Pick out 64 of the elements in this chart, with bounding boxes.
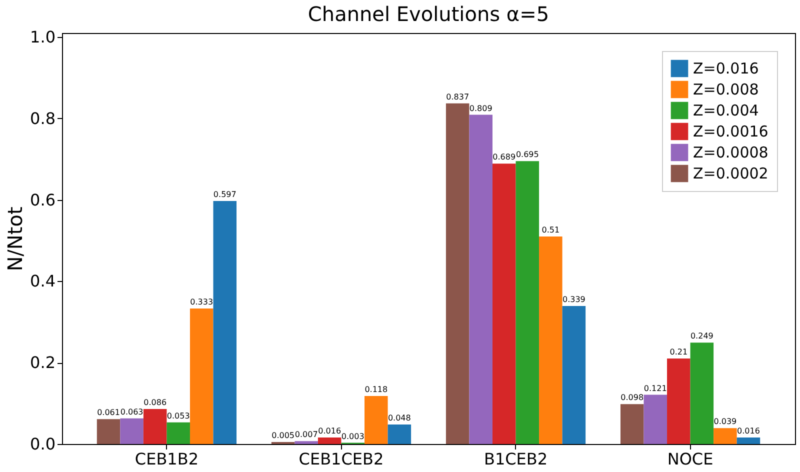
bar: [96, 419, 120, 444]
bar: [492, 164, 516, 444]
data-label: 0.016: [737, 426, 760, 436]
data-label: 0.005: [272, 430, 295, 440]
y-tick-label: 0.8: [30, 108, 56, 128]
y-tick-label: 0.2: [30, 353, 56, 372]
bar: [644, 394, 668, 444]
data-label: 0.007: [294, 430, 318, 440]
bar: [516, 161, 540, 444]
data-label: 0.689: [492, 152, 516, 162]
bar: [469, 114, 492, 444]
bar: [213, 201, 237, 444]
bar: [736, 437, 760, 444]
data-label: 0.121: [644, 384, 667, 393]
legend-label: Z=0.0008: [693, 144, 768, 162]
data-label: 0.837: [446, 92, 470, 102]
data-label: 0.333: [190, 297, 214, 306]
bar: [714, 428, 737, 444]
legend-label: Z=0.016: [693, 60, 759, 78]
data-label: 0.039: [714, 417, 737, 426]
bar: [690, 342, 714, 444]
bar: [294, 441, 318, 444]
y-tick-label: 0.0: [30, 434, 56, 454]
bar: [364, 396, 388, 444]
legend-label: Z=0.004: [693, 102, 759, 120]
y-axis-title: N/Ntot: [3, 206, 28, 272]
bar: [562, 306, 586, 444]
legend-label: Z=0.0002: [693, 164, 768, 182]
bar: [120, 418, 144, 444]
bar: [388, 424, 412, 444]
data-label: 0.339: [562, 295, 586, 304]
data-label: 0.51: [542, 225, 560, 234]
data-label: 0.063: [120, 407, 144, 416]
data-label: 0.016: [318, 426, 342, 436]
y-tick-label: 0.6: [30, 190, 56, 210]
data-label: 0.048: [388, 413, 411, 422]
bar: [166, 422, 190, 444]
x-tick-label: CEB1CEB2: [298, 450, 384, 468]
x-tick-label: CEB1B2: [134, 450, 199, 468]
data-label: 0.098: [620, 393, 644, 402]
data-label: 0.061: [97, 408, 120, 418]
bar: [620, 404, 644, 444]
data-label: 0.118: [364, 384, 388, 394]
chart-title: Channel Evolutions α=5: [308, 2, 550, 26]
bar: [190, 308, 214, 444]
bar: [539, 236, 562, 444]
legend-label: Z=0.0016: [693, 122, 768, 140]
x-tick-label: NOCE: [667, 450, 714, 468]
bar: [318, 437, 342, 444]
data-label: 0.597: [213, 190, 236, 200]
bar: [143, 409, 167, 444]
y-tick-label: 1.0: [30, 28, 56, 47]
data-label: 0.053: [166, 411, 190, 420]
x-tick-label: B1CEB2: [484, 450, 548, 468]
bar: [446, 103, 470, 444]
y-tick-label: 0.4: [30, 272, 56, 291]
bar: [667, 358, 690, 444]
data-label: 0.21: [670, 348, 688, 357]
data-label: 0.003: [341, 432, 364, 441]
legend-label: Z=0.008: [693, 80, 759, 98]
data-label: 0.695: [516, 150, 539, 160]
data-label: 0.086: [144, 398, 167, 408]
data-label: 0.809: [469, 104, 492, 113]
data-label: 0.249: [690, 332, 714, 341]
